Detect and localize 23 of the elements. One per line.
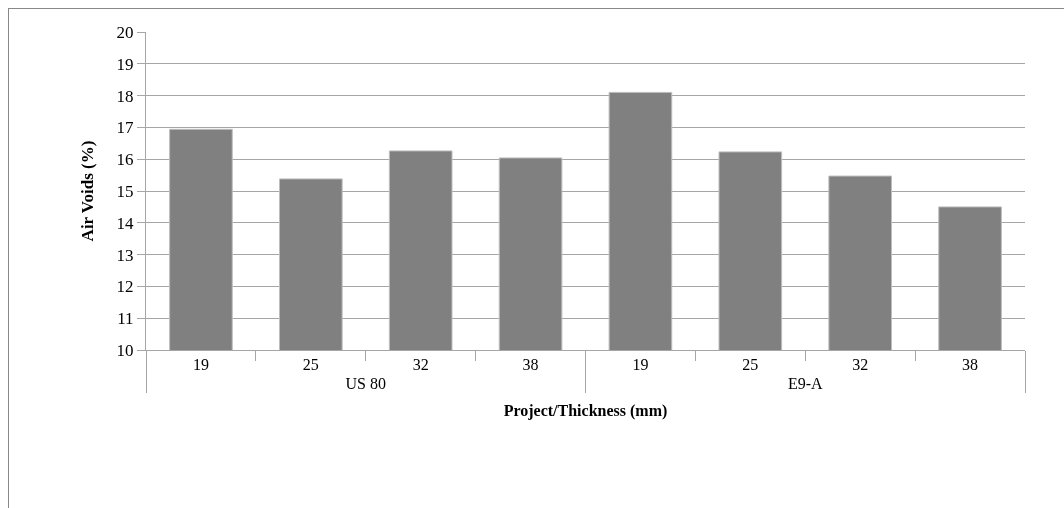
y-tick-label: 14	[116, 213, 135, 233]
y-tick-label: 17	[116, 118, 135, 138]
text: US 80	[345, 375, 386, 393]
x-tick-label: 19	[192, 356, 209, 374]
y-axis-title: Air Voids (%)	[78, 140, 98, 242]
x-axis-title: Project/Thickness (mm)	[503, 401, 668, 420]
x-tick-label: 25	[742, 356, 759, 374]
x-tick-label: 38	[962, 356, 979, 374]
x-tick-label: 25	[302, 356, 319, 374]
y-tick-label: 10	[116, 340, 134, 360]
y-tick-label: 15	[116, 181, 134, 201]
x-tick-label: 38	[522, 356, 539, 374]
text: E9-A	[787, 375, 824, 393]
y-tick-label: 13	[116, 245, 134, 265]
y-tick-label: 19	[116, 54, 134, 74]
x-tick-label: 32	[852, 356, 869, 374]
y-tick-label: 12	[116, 277, 134, 297]
x-tick-label: 19	[632, 356, 649, 374]
x-tick-label: 32	[412, 356, 429, 374]
y-tick-label: 16	[116, 150, 134, 170]
y-tick-label: 18	[116, 86, 134, 106]
y-tick-label: 20	[116, 22, 134, 42]
y-tick-label: 11	[117, 309, 134, 329]
